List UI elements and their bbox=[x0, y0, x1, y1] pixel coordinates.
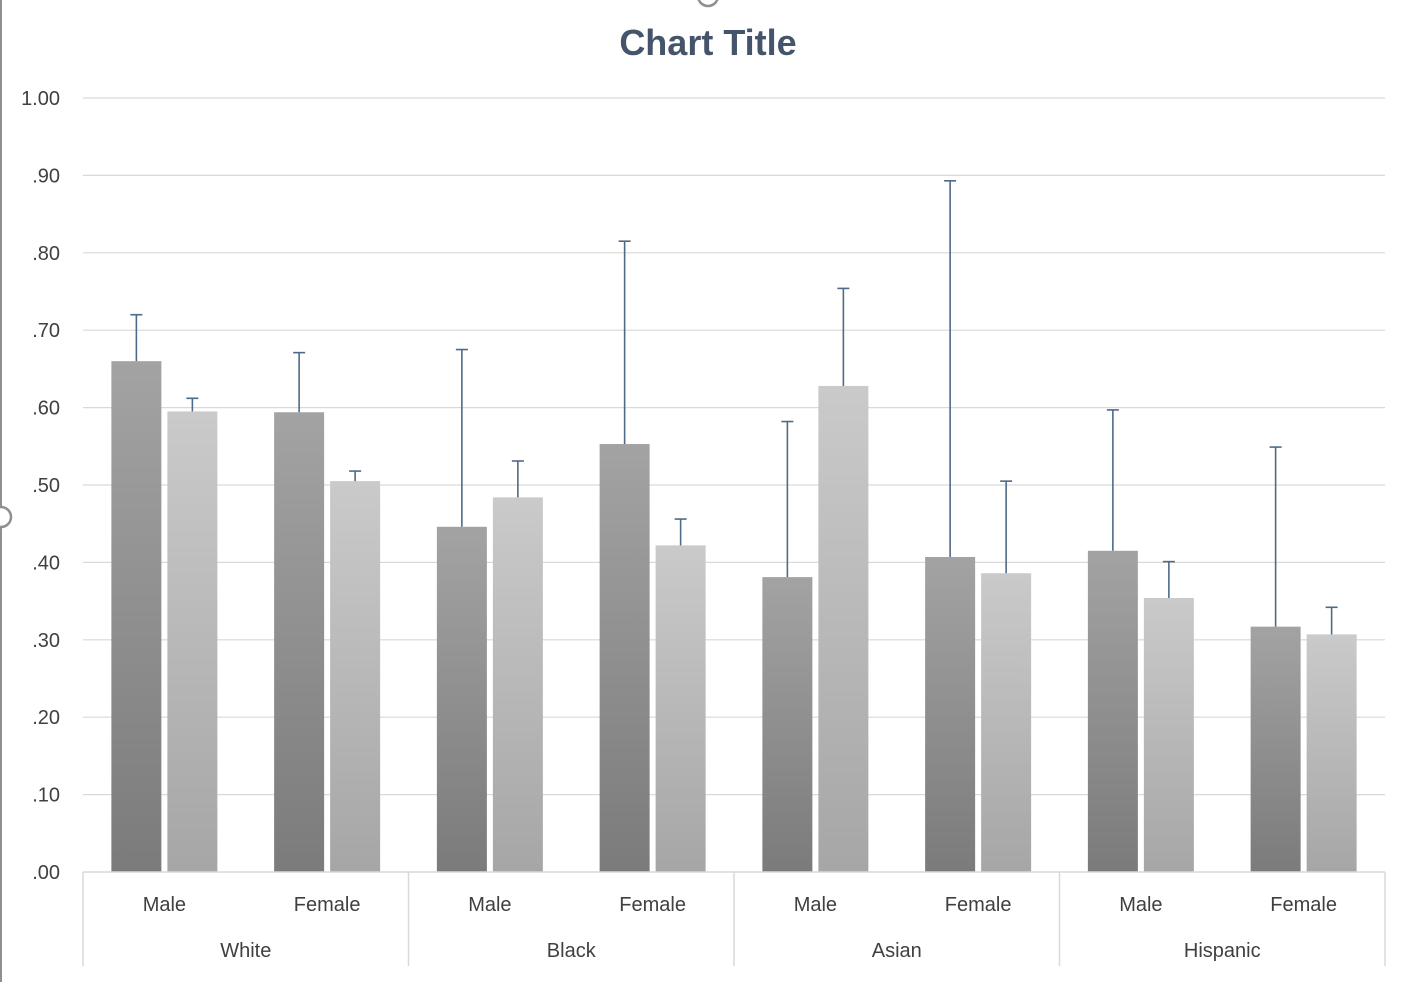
bar bbox=[599, 443, 650, 872]
y-tick-label: .90 bbox=[32, 165, 60, 187]
y-tick-label: .20 bbox=[32, 707, 60, 729]
bar bbox=[1143, 598, 1194, 872]
bar bbox=[1306, 634, 1357, 872]
y-tick-label: .00 bbox=[32, 862, 60, 884]
x-tick-label: Male bbox=[794, 894, 837, 916]
x-group-label: Hispanic bbox=[1184, 940, 1261, 962]
bar bbox=[925, 556, 976, 872]
resize-handle-left[interactable] bbox=[0, 505, 13, 529]
bar bbox=[655, 545, 706, 872]
bar bbox=[1250, 626, 1301, 872]
error-bars bbox=[130, 180, 1338, 635]
chart-title: Chart Title bbox=[619, 22, 796, 63]
bar bbox=[436, 526, 487, 872]
bar bbox=[167, 411, 218, 872]
resize-handle-top[interactable] bbox=[697, 0, 719, 8]
y-tick-label: .10 bbox=[32, 785, 60, 807]
bar bbox=[274, 412, 325, 872]
y-tick-label: .80 bbox=[32, 243, 60, 265]
y-tick-label: .60 bbox=[32, 398, 60, 420]
bar bbox=[762, 577, 813, 872]
bar bbox=[818, 385, 869, 872]
bar bbox=[1087, 550, 1138, 872]
x-group-label: Black bbox=[547, 940, 597, 962]
y-tick-label: .30 bbox=[32, 630, 60, 652]
x-tick-label: Female bbox=[1270, 894, 1337, 916]
bar bbox=[111, 361, 162, 872]
bar bbox=[981, 573, 1032, 872]
x-tick-label: Female bbox=[945, 894, 1012, 916]
x-tick-label: Female bbox=[619, 894, 686, 916]
y-tick-label: .50 bbox=[32, 475, 60, 497]
x-tick-label: Male bbox=[1119, 894, 1162, 916]
x-group-label: Asian bbox=[872, 940, 922, 962]
bar bbox=[492, 497, 543, 872]
x-tick-label: Female bbox=[294, 894, 361, 916]
y-tick-label: .70 bbox=[32, 320, 60, 342]
y-tick-label: .40 bbox=[32, 552, 60, 574]
y-axis-ticks: .00 .10 .20 .30 .40 .50 .60 .70 .80 .90 1.00 bbox=[21, 88, 60, 884]
x-group-label: White bbox=[220, 940, 271, 962]
x-tick-label: Male bbox=[468, 894, 511, 916]
x-tick-label: Male bbox=[143, 894, 186, 916]
bars bbox=[111, 361, 1357, 872]
x-axis: Male Female Male Female Male Female Male Female… bbox=[82, 871, 1386, 966]
bar bbox=[330, 481, 381, 872]
y-tick-label: 1.00 bbox=[21, 88, 60, 110]
